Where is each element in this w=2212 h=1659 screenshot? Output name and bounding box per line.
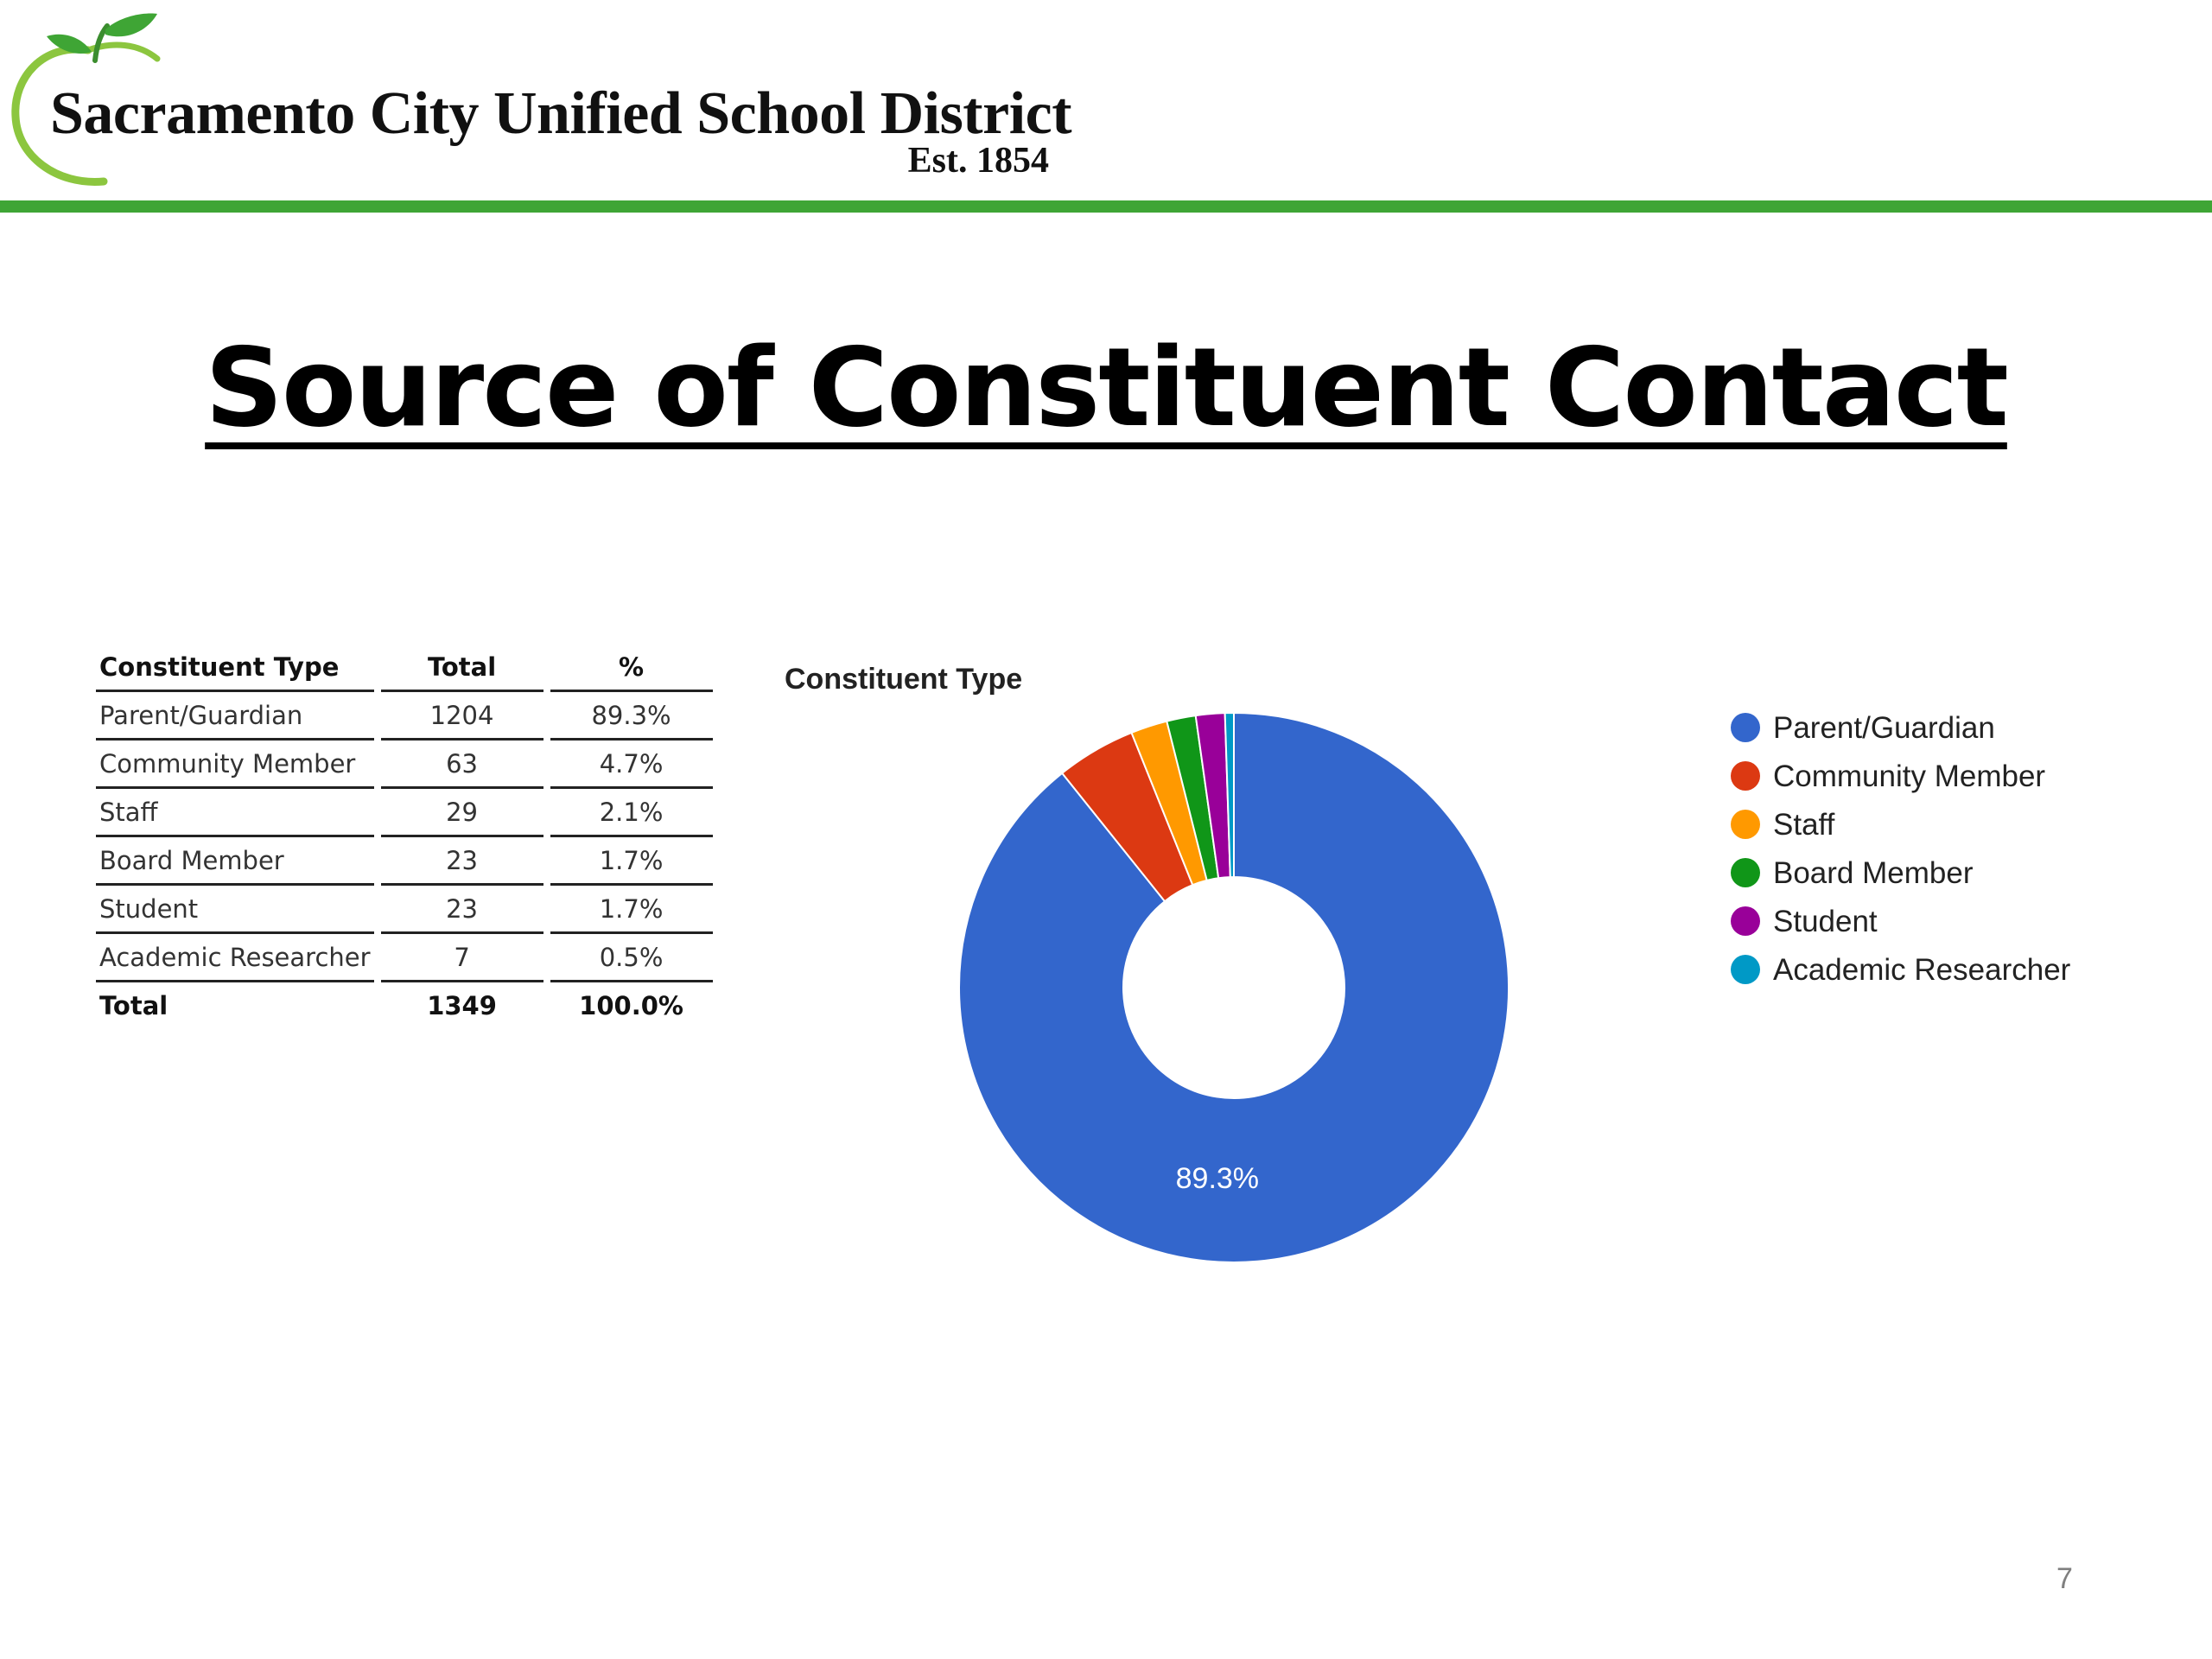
table-cell-percent: 0.5% [550, 934, 713, 982]
table-row: Staff 29 2.1% [96, 789, 713, 837]
legend-label: Parent/Guardian [1773, 711, 1995, 745]
column-header-type: Constituent Type [96, 644, 374, 692]
header-divider [0, 200, 2212, 213]
table-cell-type: Student [96, 886, 374, 934]
table-cell-type: Community Member [96, 741, 374, 789]
table-total-percent: 100.0% [579, 990, 683, 1020]
table-cell-total: 23 [380, 837, 543, 886]
table-cell-percent: 1.7% [550, 837, 713, 886]
page-number: 7 [2056, 1562, 2073, 1595]
table-row: Student 23 1.7% [96, 886, 713, 934]
organization-name: Sacramento City Unified School District [50, 80, 1072, 147]
constituent-table: Constituent Type Total % Parent/Guardian… [89, 644, 720, 1028]
table-cell-type: Parent/Guardian [96, 692, 374, 741]
slice-data-label: 89.3% [1176, 1162, 1259, 1195]
apple-logo-icon [11, 13, 161, 186]
header: Sacramento City Unified School District … [0, 0, 2212, 216]
legend-label: Board Member [1773, 856, 1974, 890]
table-cell-type: Staff [96, 789, 374, 837]
table-row: Parent/Guardian 1204 89.3% [96, 692, 713, 741]
table-cell-total: 29 [380, 789, 543, 837]
table-cell-percent: 89.3% [550, 692, 713, 741]
table-cell-percent: 4.7% [550, 741, 713, 789]
table-row: Academic Researcher 7 0.5% [96, 934, 713, 982]
slide-title-text: Source of Constituent Contact [205, 324, 2009, 451]
table-total-count: 1349 [427, 990, 497, 1020]
legend-swatch-icon [1731, 761, 1760, 791]
pie-slice-academic-researcher [1224, 711, 1235, 879]
table-cell-type: Board Member [96, 837, 374, 886]
legend-label: Academic Researcher [1773, 953, 2071, 987]
table-cell-total: 1204 [380, 692, 543, 741]
table-row: Board Member 23 1.7% [96, 837, 713, 886]
table-cell-percent: 1.7% [550, 886, 713, 934]
table-total-label: Total [99, 990, 168, 1020]
table-cell-percent: 2.1% [550, 789, 713, 837]
legend-label: Student [1773, 905, 1878, 938]
table-row: Community Member 63 4.7% [96, 741, 713, 789]
column-header-percent: % [550, 644, 713, 692]
chart-title: Constituent Type [785, 663, 1022, 696]
legend-swatch-icon [1731, 858, 1760, 887]
legend-swatch-icon [1731, 906, 1760, 936]
column-header-total: Total [380, 644, 543, 692]
table-cell-total: 7 [380, 934, 543, 982]
legend-label: Community Member [1773, 760, 2045, 793]
legend-label: Staff [1773, 808, 1835, 842]
legend-swatch-icon [1731, 955, 1760, 984]
table-header-row: Constituent Type Total % [96, 644, 713, 692]
table-cell-total: 23 [380, 886, 543, 934]
legend-swatch-icon [1731, 713, 1760, 742]
table-total-row: Total 1349 100.0% [96, 982, 713, 1028]
slide-title: Source of Constituent Contact [0, 324, 2212, 451]
table-cell-total: 63 [380, 741, 543, 789]
established-year: Est. 1854 [907, 141, 1049, 181]
table-cell-type: Academic Researcher [96, 934, 374, 982]
pie-slice-parent-guardian [958, 711, 1510, 1263]
legend-swatch-icon [1731, 810, 1760, 839]
